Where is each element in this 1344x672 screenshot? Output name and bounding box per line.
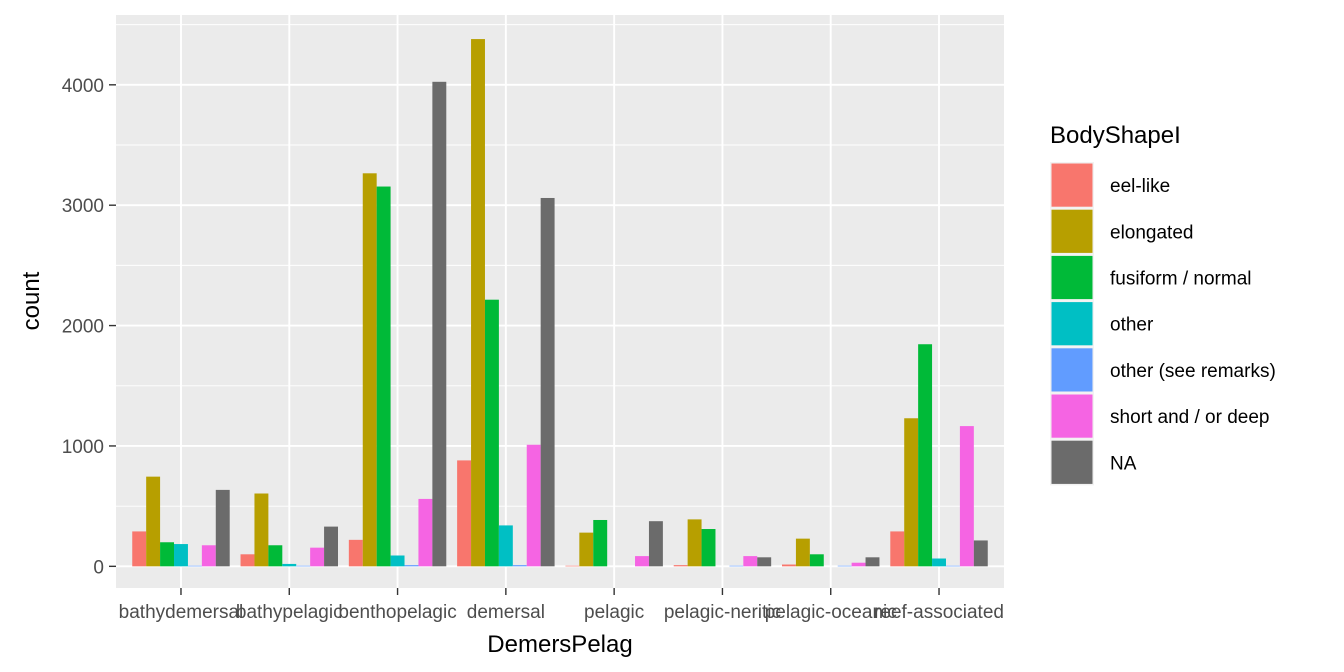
bar-pelagic-5: [635, 556, 649, 567]
bar-pelagic-neritic-2: [701, 529, 716, 567]
x-tick-label: pelagic-neritic: [664, 602, 781, 623]
bar-bathydemersal-2: [160, 542, 175, 567]
bar-bathypelagic-1: [254, 493, 269, 567]
legend-key-swatch: [1051, 163, 1093, 207]
bar-demersal-3: [498, 525, 513, 567]
bar-pelagic-oceanic-6: [865, 557, 880, 567]
bar-reef-associated-2: [918, 344, 933, 567]
bar-pelagic-1: [579, 532, 594, 567]
bar-bathypelagic-3: [282, 563, 297, 567]
bar-reef-associated-5: [959, 426, 974, 567]
bar-demersal-6: [540, 197, 555, 567]
legend-key-swatch: [1051, 394, 1093, 438]
y-tick-label: 3000: [62, 196, 104, 217]
bar-demersal-0: [457, 460, 472, 567]
y-tick-label: 0: [93, 557, 104, 578]
bar-reef-associated-4: [945, 565, 960, 567]
bar-benthopelagic-5: [418, 498, 433, 567]
y-tick-label: 1000: [62, 437, 104, 458]
bar-demersal-5: [526, 444, 541, 567]
y-axis: 0 1000 2000 3000 4000: [62, 76, 116, 578]
x-tick-label: bathydemersal: [119, 602, 244, 623]
bar-bathydemersal-0: [132, 531, 147, 567]
bar-pelagic-oceanic-1: [795, 538, 810, 567]
bar-reef-associated-1: [904, 418, 919, 567]
bar-bathypelagic-5: [310, 547, 325, 567]
bar-bathypelagic-2: [268, 545, 283, 567]
x-tick-label: benthopelagic: [338, 602, 456, 623]
bar-benthopelagic-4: [404, 565, 419, 567]
x-axis-title: DemersPelag: [487, 631, 632, 658]
bar-pelagic-2: [593, 519, 608, 567]
x-tick-label: pelagic-oceanic: [765, 602, 897, 623]
bar-pelagic-oceanic-4: [837, 565, 852, 567]
bar-bathydemersal-5: [201, 545, 216, 567]
bar-bathydemersal-1: [146, 476, 161, 567]
legend-item-label: eel-like: [1110, 176, 1170, 197]
x-tick-label: reef-associated: [874, 602, 1004, 623]
legend-item-label: NA: [1110, 453, 1137, 474]
bar-pelagic-6: [648, 521, 663, 567]
legend: BodyShapeI eel-like elongated fusiform / n…: [1050, 122, 1276, 486]
bar-pelagic-oceanic-0: [782, 564, 796, 567]
legend-key-swatch: [1051, 209, 1093, 253]
y-tick-label: 4000: [62, 76, 104, 97]
bar-pelagic-neritic-6: [757, 557, 772, 567]
x-tick-label: bathypelagic: [236, 602, 343, 623]
legend-item-label: short and / or deep: [1110, 407, 1270, 428]
y-tick-label: 2000: [62, 317, 104, 338]
bars: [132, 39, 988, 567]
bar-benthopelagic-1: [362, 173, 377, 567]
legend-key-swatch: [1051, 348, 1093, 392]
bar-demersal-2: [484, 299, 499, 567]
legend-item-label: other: [1110, 315, 1154, 336]
legend-item-label: other (see remarks): [1110, 361, 1276, 382]
bar-bathypelagic-4: [296, 565, 311, 567]
bar-demersal-1: [471, 39, 485, 567]
legend-key-swatch: [1051, 440, 1093, 484]
bar-bathypelagic-6: [324, 526, 338, 567]
plot-panel: [116, 15, 1004, 588]
bar-reef-associated-0: [890, 531, 905, 567]
bar-bathypelagic-0: [240, 554, 255, 567]
bar-pelagic-oceanic-5: [851, 562, 866, 567]
legend-key-swatch: [1051, 255, 1093, 300]
legend-item-label: elongated: [1110, 222, 1193, 243]
bar-bathydemersal-4: [187, 565, 202, 567]
bar-pelagic-oceanic-2: [809, 554, 824, 567]
y-axis-title: count: [18, 271, 45, 330]
bar-pelagic-neritic-5: [743, 556, 758, 567]
bar-pelagic-neritic-4: [729, 565, 744, 567]
minor-gridlines: [116, 24, 1004, 507]
x-tick-label: pelagic: [584, 602, 644, 623]
bar-benthopelagic-2: [376, 186, 391, 567]
bar-demersal-4: [512, 565, 527, 567]
bar-pelagic-neritic-0: [673, 565, 688, 567]
bar-benthopelagic-0: [348, 539, 363, 567]
bar-pelagic-neritic-1: [687, 519, 702, 567]
bar-benthopelagic-3: [390, 555, 405, 567]
legend-title: BodyShapeI: [1050, 122, 1181, 149]
bar-bathydemersal-6: [215, 489, 230, 567]
x-tick-label: demersal: [467, 602, 545, 623]
bar-bathydemersal-3: [174, 544, 188, 567]
legend-item-label: fusiform / normal: [1110, 269, 1251, 290]
legend-key-swatch: [1051, 302, 1093, 346]
bar-benthopelagic-6: [432, 81, 447, 567]
bar-reef-associated-3: [932, 558, 946, 567]
bar-reef-associated-6: [973, 540, 988, 567]
bar-pelagic-0: [565, 565, 580, 567]
